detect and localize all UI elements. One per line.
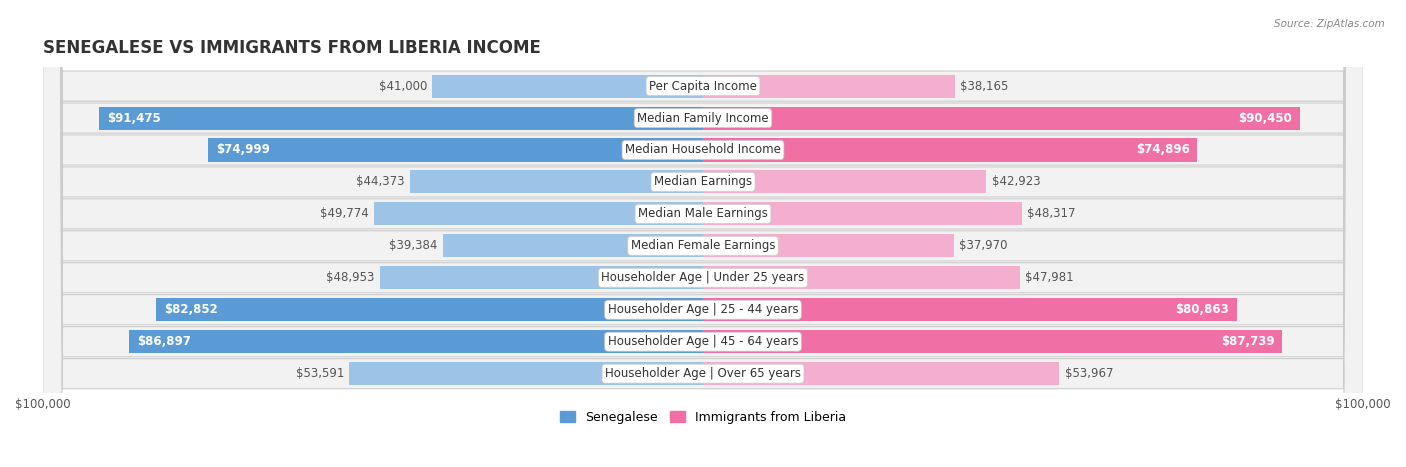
Text: $38,165: $38,165	[960, 79, 1008, 92]
FancyBboxPatch shape	[42, 0, 1364, 467]
Text: Median Male Earnings: Median Male Earnings	[638, 207, 768, 220]
Bar	[703, 106, 1301, 129]
Text: SENEGALESE VS IMMIGRANTS FROM LIBERIA INCOME: SENEGALESE VS IMMIGRANTS FROM LIBERIA IN…	[42, 39, 541, 57]
FancyBboxPatch shape	[42, 0, 1364, 467]
Text: $48,317: $48,317	[1028, 207, 1076, 220]
Text: Householder Age | 25 - 44 years: Householder Age | 25 - 44 years	[607, 303, 799, 316]
Text: $80,863: $80,863	[1175, 303, 1229, 316]
Bar	[208, 139, 703, 162]
Bar	[703, 75, 955, 98]
Text: $53,967: $53,967	[1064, 367, 1114, 380]
Text: Median Female Earnings: Median Female Earnings	[631, 240, 775, 252]
Bar	[380, 266, 703, 289]
Bar	[703, 330, 1282, 353]
Bar	[129, 330, 703, 353]
Bar	[703, 362, 1059, 385]
Text: Householder Age | Under 25 years: Householder Age | Under 25 years	[602, 271, 804, 284]
FancyBboxPatch shape	[42, 0, 1364, 467]
FancyBboxPatch shape	[42, 0, 1364, 467]
Bar	[432, 75, 703, 98]
Text: $39,384: $39,384	[389, 240, 437, 252]
Text: Median Household Income: Median Household Income	[626, 143, 780, 156]
Bar	[443, 234, 703, 257]
Text: Source: ZipAtlas.com: Source: ZipAtlas.com	[1274, 19, 1385, 28]
Bar	[703, 234, 953, 257]
Text: $74,896: $74,896	[1136, 143, 1189, 156]
FancyBboxPatch shape	[42, 0, 1364, 467]
Bar	[411, 170, 703, 193]
Text: $82,852: $82,852	[165, 303, 218, 316]
Bar	[703, 202, 1022, 226]
Text: $53,591: $53,591	[295, 367, 344, 380]
FancyBboxPatch shape	[42, 0, 1364, 467]
Bar	[703, 170, 987, 193]
Text: Median Earnings: Median Earnings	[654, 176, 752, 189]
Bar	[374, 202, 703, 226]
Text: $91,475: $91,475	[107, 112, 160, 125]
Text: $41,000: $41,000	[378, 79, 427, 92]
Text: $49,774: $49,774	[321, 207, 370, 220]
Text: Householder Age | Over 65 years: Householder Age | Over 65 years	[605, 367, 801, 380]
Bar	[98, 106, 703, 129]
Bar	[156, 298, 703, 321]
FancyBboxPatch shape	[42, 0, 1364, 467]
Text: Householder Age | 45 - 64 years: Householder Age | 45 - 64 years	[607, 335, 799, 348]
Text: $42,923: $42,923	[991, 176, 1040, 189]
Text: $74,999: $74,999	[215, 143, 270, 156]
Bar	[703, 139, 1198, 162]
Text: $37,970: $37,970	[959, 240, 1008, 252]
Text: $44,373: $44,373	[356, 176, 405, 189]
Text: $86,897: $86,897	[138, 335, 191, 348]
Text: Per Capita Income: Per Capita Income	[650, 79, 756, 92]
FancyBboxPatch shape	[42, 0, 1364, 467]
FancyBboxPatch shape	[42, 0, 1364, 467]
Text: $47,981: $47,981	[1025, 271, 1074, 284]
Bar	[703, 298, 1237, 321]
Bar	[703, 266, 1019, 289]
Legend: Senegalese, Immigrants from Liberia: Senegalese, Immigrants from Liberia	[555, 406, 851, 429]
Bar	[349, 362, 703, 385]
Text: $90,450: $90,450	[1239, 112, 1292, 125]
Text: $48,953: $48,953	[326, 271, 374, 284]
FancyBboxPatch shape	[42, 0, 1364, 467]
Text: Median Family Income: Median Family Income	[637, 112, 769, 125]
Text: $87,739: $87,739	[1220, 335, 1274, 348]
